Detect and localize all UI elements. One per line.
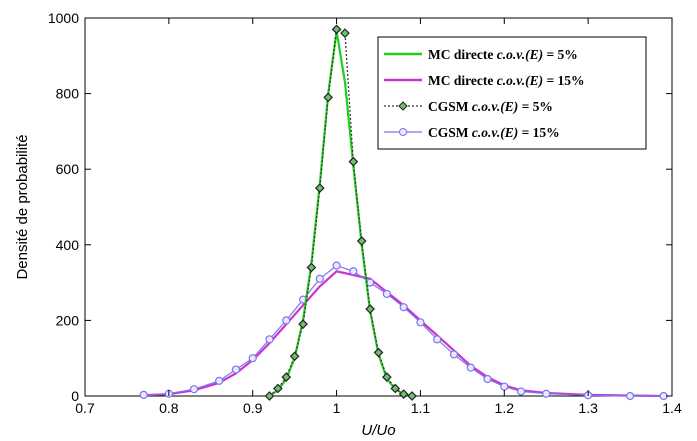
data-point-circle (500, 382, 509, 391)
data-point-diamond (373, 347, 384, 358)
data-point-diamond (331, 24, 342, 35)
data-point-circle (416, 318, 425, 327)
legend-math: c.o.v.(E) (497, 47, 547, 62)
legend-value: = 15% (522, 125, 560, 140)
data-point-circle (433, 335, 442, 344)
legend-value: = 5% (522, 99, 553, 114)
data-point-circle (315, 274, 324, 283)
legend-marker-diamond (398, 101, 408, 111)
data-point-circle (282, 316, 291, 325)
series-2 (264, 24, 417, 401)
legend-entry: MC directe c.o.v.(E) = 15% (384, 73, 585, 88)
y-axis-label: Densité de probabilité (14, 134, 31, 279)
y-tick-label: 0 (71, 388, 79, 404)
data-point-circle (189, 385, 199, 394)
x-tick-label: 0.9 (243, 400, 263, 416)
data-point-diamond (314, 183, 325, 193)
legend-prefix: CGSM (428, 125, 472, 140)
legend-entry: MC directe c.o.v.(E) = 5% (384, 47, 578, 62)
data-point-diamond (398, 389, 409, 399)
series-3 (139, 261, 668, 401)
data-point-diamond (348, 156, 359, 167)
data-point-circle (265, 335, 274, 344)
legend-value: = 15% (546, 73, 584, 88)
data-point-diamond (273, 383, 283, 394)
legend-box (377, 36, 647, 150)
y-tick-label: 600 (56, 161, 80, 177)
legend: MC directe c.o.v.(E) = 5%MC directe c.o.… (377, 36, 647, 150)
legend-label: CGSM c.o.v.(E) = 15% (428, 125, 560, 140)
x-tick-label: 1.3 (578, 400, 598, 416)
data-point-circle (466, 363, 475, 372)
x-tick-label: 1.2 (495, 400, 515, 416)
data-point-circle (332, 261, 341, 270)
x-tick-label: 1.1 (411, 400, 431, 416)
data-point-diamond (365, 304, 375, 314)
legend-value: = 5% (546, 47, 577, 62)
x-tick-label: 1.4 (662, 400, 682, 416)
data-point-circle (483, 374, 492, 384)
data-point-diamond (323, 92, 334, 103)
data-point-circle (449, 350, 459, 359)
data-point-diamond (289, 351, 300, 362)
legend-entry: CGSM c.o.v.(E) = 5% (384, 99, 553, 114)
legend-label: MC directe c.o.v.(E) = 5% (428, 47, 578, 62)
data-point-diamond (306, 262, 317, 273)
data-point-diamond (390, 383, 401, 394)
series-0 (268, 31, 413, 398)
y-tick-label: 1000 (48, 10, 79, 26)
data-point-circle (542, 389, 551, 398)
data-point-circle (139, 390, 148, 399)
data-point-diamond (298, 319, 308, 330)
x-tick-label: 0.7 (75, 400, 95, 416)
legend-label: CGSM c.o.v.(E) = 5% (428, 99, 553, 114)
y-tick-label: 800 (56, 86, 80, 102)
data-point-diamond (356, 236, 367, 246)
data-point-circle (215, 376, 224, 385)
data-point-circle (248, 354, 257, 363)
legend-math: c.o.v.(E) (497, 73, 547, 88)
data-point-diamond (264, 391, 275, 401)
data-point-circle (382, 289, 391, 299)
data-point-diamond (407, 391, 417, 401)
data-point-circle (399, 303, 408, 312)
data-point-diamond (382, 372, 392, 382)
series-line (268, 31, 413, 398)
legend-label: MC directe c.o.v.(E) = 15% (428, 73, 585, 88)
data-point-circle (625, 391, 635, 401)
x-axis-label: U/Uo (361, 422, 395, 439)
legend-entry: CGSM c.o.v.(E) = 15% (384, 125, 560, 140)
y-tick-label: 200 (56, 312, 80, 328)
legend-prefix: MC directe (428, 47, 497, 62)
ticks-layer: 0.7 0.8 0.9 1 1.1 1.2 1.3 1.4 0 200 400 600 800 1000 (48, 10, 682, 416)
x-tick-label: 1 (333, 400, 341, 416)
data-point-diamond (340, 28, 350, 38)
data-point-diamond (281, 372, 292, 382)
data-point-circle (516, 387, 526, 396)
y-tick-label: 400 (56, 237, 80, 253)
legend-prefix: CGSM (428, 99, 472, 114)
x-tick-label: 0.8 (159, 400, 179, 416)
legend-marker-circle (399, 128, 407, 136)
data-point-circle (349, 267, 358, 276)
series-layer (139, 24, 668, 401)
legend-math: c.o.v.(E) (472, 125, 522, 140)
legend-prefix: MC directe (428, 73, 497, 88)
data-point-circle (231, 365, 241, 374)
legend-math: c.o.v.(E) (472, 99, 522, 114)
